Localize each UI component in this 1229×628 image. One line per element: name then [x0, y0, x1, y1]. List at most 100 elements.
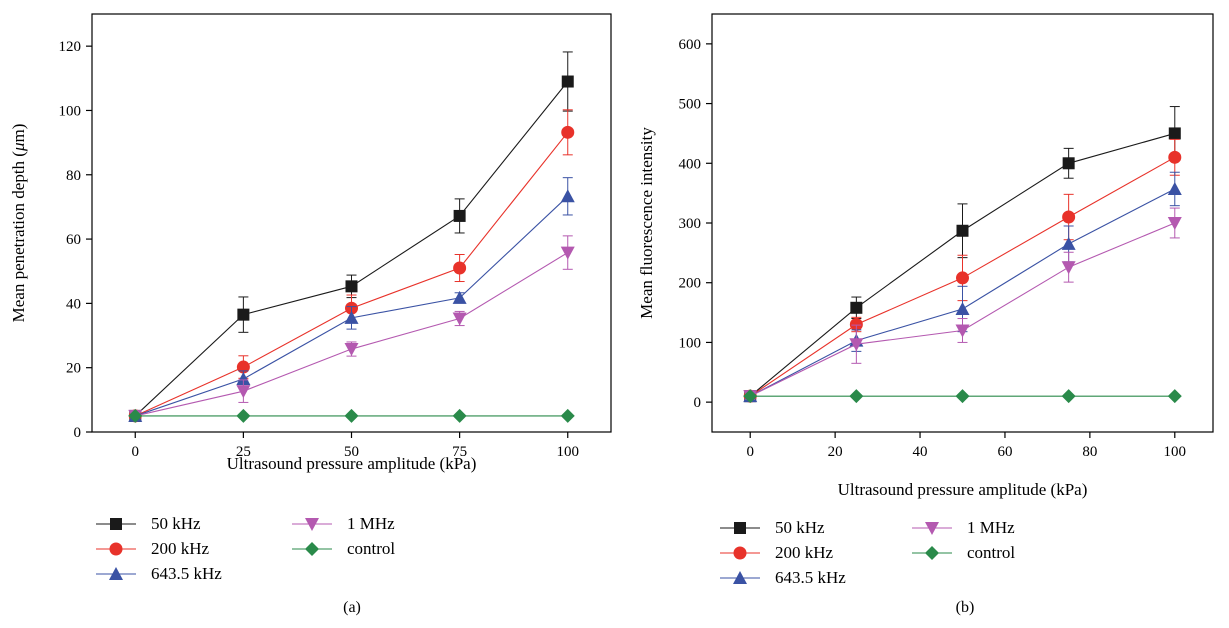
- y-tick-label: 0: [74, 425, 82, 441]
- y-axis-label-tail: m): [9, 124, 28, 143]
- legend-marker: [925, 522, 939, 535]
- data-point: [1061, 261, 1076, 275]
- legend: 50 kHz 200 kHz 643.5 kHz 1 MHz control: [96, 514, 395, 583]
- y-axis-label-main: Mean fluorescence intensity: [637, 127, 656, 319]
- y-tick-label: 500: [679, 97, 702, 113]
- y-tick-label: 20: [66, 361, 81, 377]
- legend-label: 200 kHz: [775, 543, 834, 562]
- data-point: [1167, 181, 1182, 195]
- y-axis-label: Mean fluorescence intensity: [637, 127, 656, 319]
- series-control: [743, 389, 1182, 404]
- legend-entry: 200 kHz: [96, 539, 210, 558]
- series-line: [134, 81, 569, 417]
- x-axis-label: Ultrasound pressure amplitude (kPa): [227, 454, 477, 473]
- legend-label: control: [347, 539, 395, 558]
- legend-entry: 1 MHz: [912, 518, 1015, 537]
- legend-label: 200 kHz: [151, 539, 210, 558]
- plot-frame: [91, 13, 612, 433]
- x-tick-label: 75: [452, 444, 467, 460]
- y-tick-label: 120: [59, 39, 82, 55]
- legend-marker: [925, 546, 939, 560]
- data-point: [849, 338, 864, 352]
- x-tick-label: 80: [1082, 444, 1097, 460]
- x-tick-label: 0: [132, 444, 140, 460]
- legend-entry: 643.5 kHz: [96, 564, 222, 583]
- x-axis-label: Ultrasound pressure amplitude (kPa): [838, 480, 1088, 499]
- y-tick-label: 300: [679, 216, 702, 232]
- data-point: [560, 408, 575, 423]
- data-point: [743, 389, 758, 404]
- data-point: [236, 360, 250, 374]
- legend-entry: 50 kHz: [720, 518, 825, 537]
- data-point: [560, 189, 575, 203]
- data-point: [1167, 217, 1182, 230]
- legend-marker: [733, 546, 747, 560]
- data-point: [128, 408, 143, 423]
- y-tick-label: 200: [679, 276, 702, 292]
- data-point: [452, 408, 467, 423]
- x-axis: 0 20 40 60 80 100: [746, 432, 1186, 460]
- data-point: [560, 246, 575, 260]
- y-tick-label: 0: [694, 395, 702, 411]
- data-point: [1061, 236, 1076, 250]
- data-point: [849, 389, 864, 404]
- legend-marker: [110, 518, 122, 530]
- y-tick-label: 400: [679, 156, 702, 172]
- y-axis-label-mu: μ: [9, 142, 28, 152]
- y-tick-label: 600: [679, 37, 702, 53]
- y-axis-label: Mean penetration depth (μm): [9, 124, 28, 323]
- legend-marker: [109, 542, 123, 556]
- legend: 50 kHz 200 kHz 643.5 kHz 1 MHz control: [720, 518, 1015, 587]
- data-point: [1168, 127, 1181, 140]
- data-point: [453, 261, 467, 275]
- legend-marker: [305, 542, 319, 556]
- legend-entry: 50 kHz: [96, 514, 201, 533]
- x-tick-label: 40: [913, 444, 928, 460]
- legend-label: control: [967, 543, 1015, 562]
- legend-marker: [109, 567, 123, 580]
- data-point: [1167, 389, 1182, 404]
- legend-label: 50 kHz: [775, 518, 825, 537]
- series-control: [128, 408, 575, 423]
- series-200-kHz: [743, 138, 1182, 403]
- legend-entry: control: [292, 539, 395, 558]
- series-1-MHz: [128, 235, 575, 423]
- data-point: [849, 318, 863, 332]
- y-axis: 0 20 40 60 80 100 120: [59, 39, 92, 441]
- data-point: [344, 343, 359, 357]
- data-point: [955, 324, 970, 338]
- y-tick-label: 100: [679, 335, 702, 351]
- x-tick-label: 50: [344, 444, 359, 460]
- data-point: [344, 310, 359, 324]
- x-tick-label: 0: [746, 444, 754, 460]
- data-point: [1061, 389, 1076, 404]
- legend-marker: [305, 518, 319, 531]
- legend-entry: 200 kHz: [720, 543, 834, 562]
- series-50-kHz: [129, 51, 574, 422]
- data-point: [955, 301, 970, 315]
- data-point: [1168, 150, 1182, 164]
- series-643_5-kHz: [128, 177, 575, 422]
- panel-a: 0 25 50 75 100 0 20 40 60 80 100 120 Ultrasound pres…: [9, 13, 612, 616]
- legend-marker: [734, 522, 746, 534]
- legend-entry: 1 MHz: [292, 514, 395, 533]
- legend-entry: 643.5 kHz: [720, 568, 846, 587]
- data-point: [561, 75, 574, 88]
- data-point: [236, 371, 251, 385]
- data-point: [956, 271, 969, 285]
- x-tick-label: 25: [236, 444, 251, 460]
- y-axis: 0 100 200 300 400 500 600: [679, 37, 712, 411]
- y-tick-label: 60: [66, 232, 81, 248]
- y-tick-label: 40: [66, 296, 81, 312]
- legend-label: 643.5 kHz: [775, 568, 846, 587]
- data-point: [236, 385, 251, 399]
- x-tick-label: 100: [1164, 444, 1187, 460]
- legend-label: 50 kHz: [151, 514, 201, 533]
- data-point: [955, 389, 970, 404]
- data-point: [452, 290, 467, 304]
- x-tick-label: 60: [997, 444, 1012, 460]
- legend-entry: control: [912, 543, 1015, 562]
- x-tick-label: 20: [828, 444, 843, 460]
- data-point: [1062, 210, 1076, 224]
